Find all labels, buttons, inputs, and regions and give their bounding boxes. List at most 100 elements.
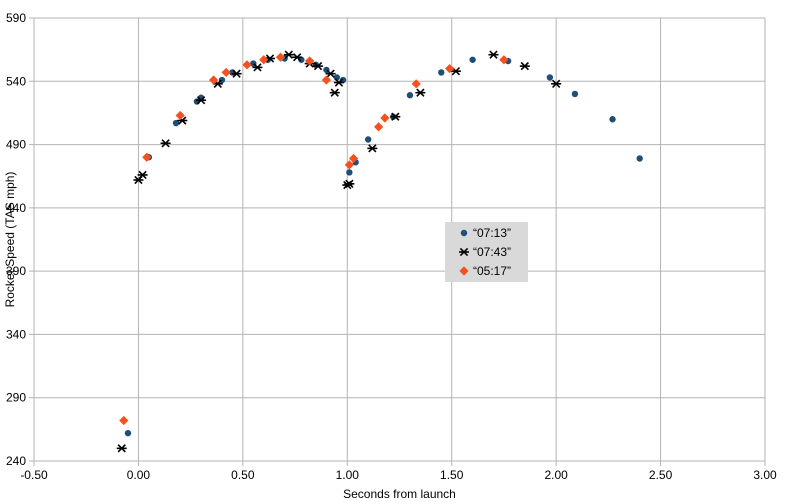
asterisk-stroke <box>451 66 461 76</box>
asterisk-stroke <box>138 170 147 180</box>
y-axis-title: Rocket Speed (TAS mph) <box>3 172 17 308</box>
data-point <box>406 92 414 99</box>
data-points <box>116 50 643 453</box>
asterisk-stroke <box>334 78 344 87</box>
data-point <box>329 88 340 97</box>
data-point <box>445 64 455 74</box>
asterisk-stroke <box>284 50 293 59</box>
asterisk-stroke <box>178 116 187 125</box>
data-point <box>298 56 305 63</box>
data-point <box>175 110 185 121</box>
data-point <box>325 69 336 78</box>
data-point <box>546 74 554 81</box>
legend: “07:13” “07:43” “05:17” <box>445 222 528 282</box>
legend-label: “07:43” <box>473 245 511 259</box>
series-0 <box>124 55 643 437</box>
data-point <box>119 415 129 426</box>
data-point <box>364 136 372 143</box>
legend-label: “05:17” <box>473 264 511 278</box>
asterisk-stroke <box>326 69 335 78</box>
y-tick-label: 540 <box>6 74 26 88</box>
x-tick-label: 3.00 <box>753 468 777 482</box>
data-point <box>142 152 152 162</box>
data-point <box>380 113 390 123</box>
data-point <box>488 50 499 59</box>
data-point <box>305 56 315 66</box>
data-point <box>344 179 355 188</box>
gridlines <box>29 17 766 466</box>
data-point <box>609 116 616 123</box>
asterisk-stroke <box>489 50 498 59</box>
asterisk-stroke <box>416 88 425 97</box>
data-point <box>374 122 384 132</box>
data-point <box>275 52 286 62</box>
data-point <box>196 96 207 105</box>
data-point <box>160 139 171 148</box>
data-point <box>321 75 331 85</box>
data-point <box>551 79 562 88</box>
x-tick-label: 0.00 <box>127 468 151 482</box>
data-point <box>242 60 252 70</box>
data-point <box>636 155 643 162</box>
data-point <box>438 69 445 76</box>
data-point <box>499 55 509 65</box>
asterisk-stroke <box>330 88 339 97</box>
data-point <box>519 61 530 71</box>
data-point <box>259 55 269 65</box>
x-tick-label: 0.50 <box>231 468 255 482</box>
x-axis-ticks: -0.50 0.00 0.50 1.00 1.50 2.00 2.50 3.00 <box>20 468 777 482</box>
asterisk-stroke <box>551 79 561 88</box>
x-tick-label: -0.50 <box>20 468 48 482</box>
y-tick-label: 490 <box>6 138 26 152</box>
legend-marker <box>460 229 468 237</box>
data-point <box>571 90 579 98</box>
x-axis-title: Seconds from launch <box>343 487 456 501</box>
asterisk-stroke <box>313 61 323 71</box>
y-tick-label: 440 <box>6 201 26 215</box>
asterisk-stroke <box>196 96 206 105</box>
data-point <box>124 429 132 437</box>
x-tick-label: 1.50 <box>440 468 464 482</box>
data-point <box>116 444 127 453</box>
series-2 <box>119 52 509 426</box>
data-point <box>367 144 378 153</box>
data-point <box>469 56 476 63</box>
x-tick-label: 2.00 <box>544 468 568 482</box>
data-point <box>292 53 303 62</box>
data-point <box>221 67 231 78</box>
legend-label: “07:13” <box>473 226 511 240</box>
asterisk-stroke <box>253 63 262 72</box>
data-point <box>231 69 242 78</box>
data-point <box>390 112 401 121</box>
legend-marker <box>459 247 469 257</box>
data-point <box>252 63 263 72</box>
y-tick-label: 590 <box>6 11 26 25</box>
data-point <box>137 170 148 180</box>
legend-box <box>445 222 528 282</box>
data-point <box>346 169 353 176</box>
y-tick-label: 340 <box>6 327 26 341</box>
data-point <box>333 78 344 87</box>
asterisk-stroke <box>520 61 529 71</box>
y-axis-ticks: 240 290 340 390 440 490 540 590 <box>6 11 26 468</box>
asterisk-stroke <box>391 112 400 121</box>
asterisk-stroke <box>161 139 170 148</box>
asterisk-stroke <box>265 54 275 63</box>
asterisk-stroke <box>345 179 354 188</box>
data-point <box>348 153 359 164</box>
data-point <box>415 88 426 97</box>
y-tick-label: 290 <box>6 391 26 405</box>
asterisk-stroke <box>459 247 469 257</box>
data-point <box>339 76 347 84</box>
asterisk-stroke <box>117 444 126 453</box>
data-point <box>313 61 324 71</box>
data-point <box>283 50 294 59</box>
data-point <box>172 119 180 127</box>
asterisk-stroke <box>292 53 302 62</box>
data-point <box>209 75 219 85</box>
data-point <box>344 160 354 170</box>
legend-marker <box>459 266 469 276</box>
x-tick-label: 1.00 <box>336 468 360 482</box>
x-tick-label: 2.50 <box>649 468 673 482</box>
